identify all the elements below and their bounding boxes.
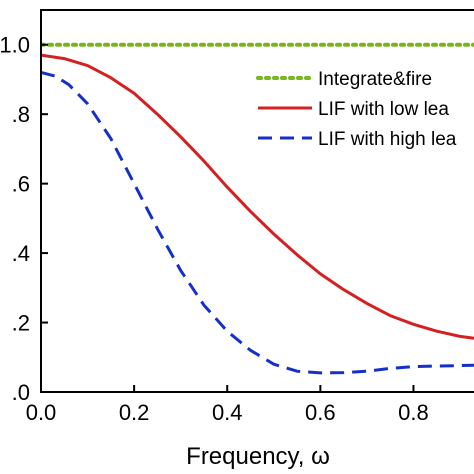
x-tick-label: 0.2 [119,400,150,425]
plot-frame [40,9,474,393]
y-tick-label: .2 [12,311,30,336]
y-tick-label: .0 [12,380,30,405]
series-line-2 [41,53,474,340]
y-tick-label: .4 [12,241,30,266]
plot-area [41,42,474,375]
x-axis-ticks: 0.0 0.2 0.4 0.6 0.8 [26,385,429,425]
y-tick-label: .8 [12,102,30,127]
series-line-3 [41,71,474,375]
x-tick-label: 0.6 [305,400,336,425]
legend-label-1: Integrate&fire [318,69,432,90]
legend-label-2: LIF with low lea [318,99,449,120]
x-tick-label: 0.0 [26,400,57,425]
legend-label-3: LIF with high lea [318,129,457,150]
y-tick-label: 1.0 [0,33,30,58]
y-tick-label: .6 [12,172,30,197]
legend: Integrate&fire LIF with low lea LIF with h… [256,69,457,150]
x-tick-label: 0.4 [212,400,243,425]
x-tick-label: 0.8 [398,400,429,425]
x-axis-title: Frequency, ω [186,443,330,470]
